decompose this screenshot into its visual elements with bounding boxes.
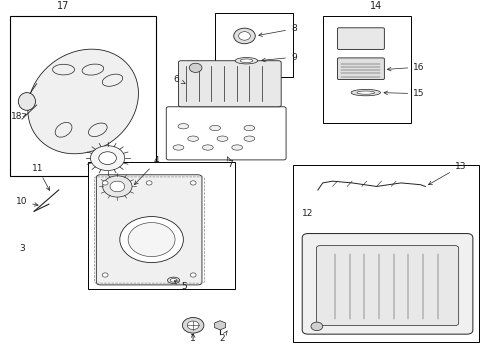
- Ellipse shape: [173, 145, 183, 150]
- Circle shape: [238, 32, 250, 40]
- Ellipse shape: [187, 136, 198, 141]
- Text: 5: 5: [174, 281, 186, 291]
- FancyBboxPatch shape: [302, 234, 472, 334]
- Circle shape: [102, 273, 108, 277]
- Ellipse shape: [167, 277, 180, 284]
- Circle shape: [99, 152, 116, 165]
- Ellipse shape: [19, 93, 35, 110]
- Bar: [10, 17, 156, 176]
- Text: 7: 7: [227, 157, 233, 169]
- Circle shape: [182, 318, 203, 333]
- FancyBboxPatch shape: [96, 175, 202, 285]
- Text: 13: 13: [427, 162, 466, 185]
- Text: 10: 10: [16, 197, 38, 206]
- Ellipse shape: [244, 136, 254, 141]
- Circle shape: [120, 217, 183, 262]
- Ellipse shape: [178, 123, 188, 129]
- Ellipse shape: [217, 136, 227, 141]
- Text: 6: 6: [173, 75, 185, 84]
- FancyBboxPatch shape: [316, 246, 458, 326]
- Bar: [215, 13, 293, 77]
- Circle shape: [110, 181, 124, 192]
- Text: 3: 3: [19, 244, 25, 253]
- Circle shape: [233, 28, 255, 44]
- FancyBboxPatch shape: [178, 61, 281, 107]
- Circle shape: [102, 176, 132, 197]
- Text: 18: 18: [11, 112, 26, 121]
- Circle shape: [190, 273, 196, 277]
- FancyBboxPatch shape: [166, 107, 285, 160]
- Circle shape: [190, 181, 196, 185]
- Circle shape: [128, 222, 175, 257]
- Circle shape: [189, 63, 202, 72]
- Text: 16: 16: [386, 63, 424, 72]
- Ellipse shape: [170, 279, 177, 282]
- Text: 11: 11: [32, 163, 50, 190]
- Ellipse shape: [231, 145, 242, 150]
- Ellipse shape: [28, 49, 138, 154]
- Text: 8: 8: [258, 24, 296, 36]
- FancyBboxPatch shape: [337, 58, 384, 80]
- Circle shape: [146, 181, 152, 185]
- Bar: [88, 162, 234, 289]
- Ellipse shape: [356, 91, 374, 94]
- Text: 1: 1: [190, 333, 196, 342]
- Circle shape: [90, 146, 124, 171]
- Text: 17: 17: [57, 1, 70, 11]
- Ellipse shape: [209, 125, 220, 131]
- Ellipse shape: [240, 59, 252, 63]
- Text: 2: 2: [219, 331, 227, 342]
- Bar: [322, 17, 410, 123]
- Circle shape: [310, 322, 322, 330]
- Text: 4: 4: [134, 157, 160, 185]
- Bar: [293, 165, 478, 342]
- Text: 14: 14: [369, 1, 382, 11]
- Ellipse shape: [202, 145, 213, 150]
- Circle shape: [102, 181, 108, 185]
- Ellipse shape: [235, 58, 257, 64]
- Ellipse shape: [244, 125, 254, 131]
- Text: 15: 15: [383, 89, 424, 98]
- Text: 12: 12: [302, 208, 313, 217]
- Ellipse shape: [350, 89, 380, 96]
- FancyBboxPatch shape: [337, 28, 384, 49]
- Circle shape: [187, 321, 199, 329]
- Text: 9: 9: [261, 53, 296, 62]
